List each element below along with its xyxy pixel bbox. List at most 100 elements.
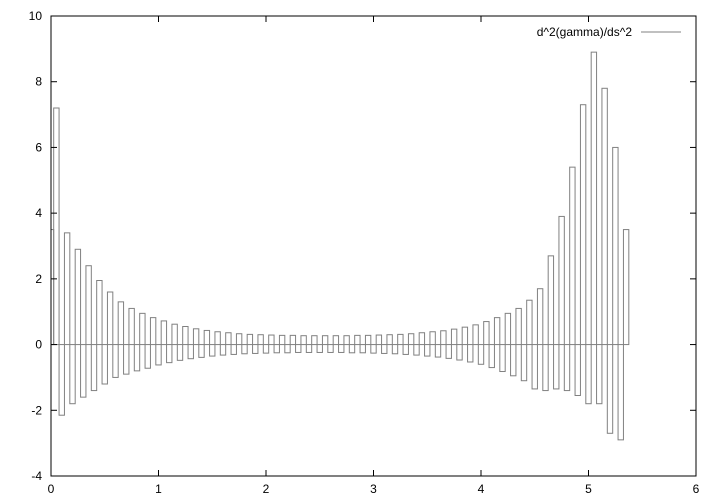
- bar: [144, 344, 151, 369]
- bar: [477, 344, 485, 365]
- bar: [80, 344, 87, 398]
- y-tick-label: 10: [29, 9, 43, 23]
- bar: [413, 344, 420, 356]
- bar: [348, 344, 356, 354]
- bar: [176, 344, 184, 361]
- bar: [241, 344, 248, 355]
- bar: [391, 344, 399, 355]
- bar: [424, 344, 431, 357]
- x-tick-label: 2: [263, 482, 270, 496]
- bar: [467, 344, 474, 363]
- bar: [171, 323, 178, 346]
- bar: [198, 344, 205, 358]
- bar: [139, 312, 146, 346]
- bar: [515, 307, 522, 346]
- bar: [579, 104, 587, 346]
- bar: [596, 344, 603, 405]
- bar: [117, 301, 125, 346]
- bar: [450, 328, 458, 346]
- bar: [327, 344, 334, 353]
- bar: [364, 334, 372, 346]
- bar: [558, 215, 565, 346]
- bar: [85, 265, 92, 346]
- bar: [225, 332, 232, 346]
- y-tick-label: 0: [35, 338, 42, 352]
- bar: [278, 334, 286, 346]
- bar: [63, 232, 71, 346]
- bar: [128, 307, 135, 346]
- bar: [381, 344, 388, 354]
- bar: [504, 312, 512, 346]
- x-tick-label: 5: [585, 482, 592, 496]
- bar: [246, 333, 254, 346]
- bar: [187, 344, 194, 360]
- bar: [386, 334, 393, 346]
- bar: [429, 331, 436, 346]
- bar: [209, 344, 216, 357]
- bar: [542, 344, 549, 392]
- bar: [192, 328, 200, 346]
- bar: [219, 344, 227, 356]
- bar: [262, 344, 270, 354]
- bar: [69, 344, 76, 405]
- bar: [461, 326, 469, 346]
- legend-label: d^2(gamma)/ds^2: [537, 25, 633, 39]
- bar: [96, 280, 103, 346]
- bar: [106, 291, 114, 346]
- bar: [370, 344, 377, 354]
- bar: [354, 334, 361, 346]
- bar: [268, 334, 275, 346]
- bar: [456, 344, 463, 361]
- bar: [472, 324, 479, 346]
- bar: [149, 317, 157, 346]
- bar: [520, 344, 528, 382]
- bar: [257, 334, 264, 346]
- bar: [585, 344, 592, 405]
- bar: [311, 335, 318, 346]
- bar: [133, 344, 141, 372]
- bar: [235, 333, 243, 346]
- bar: [402, 344, 409, 355]
- bar: [601, 87, 608, 346]
- bar: [493, 317, 501, 346]
- bar: [359, 344, 366, 354]
- bar: [407, 333, 415, 346]
- bar: [284, 344, 291, 354]
- x-tick-label: 4: [478, 482, 485, 496]
- x-tick-label: 3: [370, 482, 377, 496]
- bar: [531, 344, 538, 390]
- y-tick-label: 4: [35, 206, 42, 220]
- bar: [622, 229, 630, 346]
- bar: [123, 344, 130, 375]
- bar: [526, 299, 533, 346]
- bar: [252, 344, 259, 354]
- bar: [166, 344, 173, 364]
- bar: [397, 333, 404, 346]
- bar: [547, 255, 555, 346]
- bar: [321, 335, 329, 346]
- bar: [434, 344, 442, 358]
- bar: [58, 344, 65, 416]
- bar: [182, 326, 189, 346]
- bar: [445, 344, 452, 359]
- bar: [612, 146, 619, 346]
- x-tick-label: 1: [155, 482, 162, 496]
- bar: [230, 344, 237, 355]
- x-tick-label: 0: [48, 482, 55, 496]
- bar: [316, 344, 323, 353]
- y-tick-label: 6: [35, 140, 42, 154]
- bar: [606, 344, 614, 434]
- bar: [90, 344, 98, 392]
- y-tick-label: 2: [35, 272, 42, 286]
- bar: [155, 344, 162, 366]
- axes-group: -4 -2 0 2 4 6 8 10 0 1 2 3 4 5 6: [29, 9, 700, 496]
- bar: [214, 331, 221, 346]
- bars-group: [50, 51, 630, 441]
- y-tick-label: -4: [31, 469, 42, 483]
- bar: [300, 335, 307, 346]
- bar: [160, 320, 168, 346]
- bar: [273, 344, 280, 354]
- bar: [53, 107, 60, 346]
- bar: [553, 344, 560, 390]
